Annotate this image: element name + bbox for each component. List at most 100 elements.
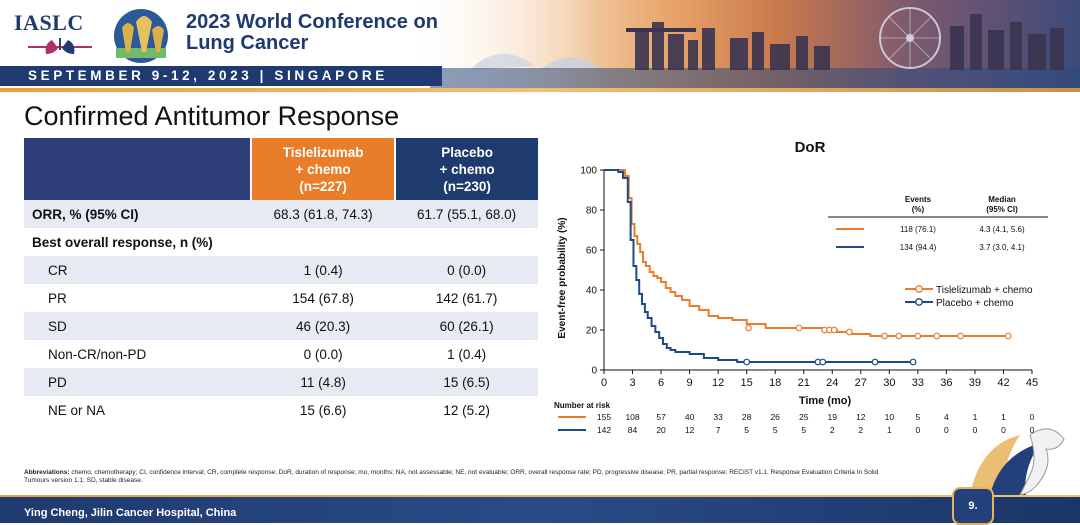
- risk-tis-count: 26: [770, 412, 780, 422]
- risk-tis-count: 57: [656, 412, 666, 422]
- row-pla-value: 15 (6.5): [395, 368, 538, 396]
- merlion-icon: [970, 428, 1065, 496]
- risk-pla-count: 0: [973, 425, 978, 435]
- tis-km-curve: [604, 169, 1009, 337]
- table-row: Non-CR/non-PD 0 (0.0) 1 (0.4): [24, 340, 538, 368]
- risk-tis-count: 40: [685, 412, 695, 422]
- risk-tis-count: 12: [856, 412, 866, 422]
- row-tis-value: 0 (0.0): [250, 340, 396, 368]
- table-row: Best overall response, n (%): [24, 228, 538, 256]
- risk-tis-count: 1: [1001, 412, 1006, 422]
- events-unit: (%): [912, 205, 925, 214]
- abbreviations-label: Abbreviations:: [24, 469, 70, 476]
- tis-censor-mark: [830, 326, 838, 334]
- row-tis-value: [250, 228, 396, 256]
- risk-tis-count: 4: [944, 412, 949, 422]
- risk-pla-count: 5: [773, 425, 778, 435]
- number-at-risk-label: Number at risk: [554, 401, 611, 410]
- events-header: Events: [905, 195, 932, 204]
- row-label: PR: [24, 284, 251, 312]
- x-tick-label: 18: [769, 377, 781, 389]
- tis-censor-mark: [914, 332, 922, 340]
- abbreviations-note: Abbreviations: chemo, chemotherapy; CI, …: [24, 469, 904, 485]
- y-tick-label: 60: [586, 246, 598, 257]
- y-tick-label: 80: [586, 206, 598, 217]
- risk-pla-count: 0: [915, 425, 920, 435]
- y-axis-label: Event-free probability (%): [557, 217, 568, 338]
- tis-censor-mark: [933, 332, 941, 340]
- row-tis-value: 1 (0.4): [250, 256, 396, 284]
- risk-tis-count: 0: [1030, 412, 1035, 422]
- table-row: CR 1 (0.4) 0 (0.0): [24, 256, 538, 284]
- risk-pla-count: 5: [801, 425, 806, 435]
- slide-title: Confirmed Antitumor Response: [24, 101, 400, 131]
- risk-tis-count: 25: [799, 412, 809, 422]
- header-banner: IASLC 2023 World Conference on Lung Canc…: [0, 0, 1080, 88]
- legend-tis-marker: [915, 285, 923, 293]
- row-label: Non-CR/non-PD: [24, 340, 251, 368]
- conference-dates: SEPTEMBER 9-12, 2023 | SINGAPORE: [28, 68, 388, 83]
- row-label: Best overall response, n (%): [24, 228, 251, 256]
- page-number-badge: 9.: [952, 487, 994, 525]
- x-tick-label: 12: [712, 377, 724, 389]
- risk-tis-count: 19: [828, 412, 838, 422]
- table-row: PR 154 (67.8) 142 (61.7): [24, 284, 538, 312]
- row-label: NE or NA: [24, 396, 251, 424]
- x-tick-label: 39: [969, 377, 981, 389]
- y-tick-label: 100: [580, 166, 597, 177]
- singapore-skyline-image: [430, 7, 1080, 88]
- row-tis-value: 68.3 (61.8, 74.3): [250, 200, 396, 228]
- tis-censor-mark: [881, 332, 888, 340]
- risk-pla-count: 20: [656, 425, 666, 435]
- tis-censor-mark: [845, 328, 853, 336]
- table-header-blank: [24, 138, 251, 200]
- risk-tis-count: 1: [973, 412, 978, 422]
- tis-censor-mark: [795, 324, 803, 332]
- risk-pla-count: 0: [1030, 425, 1035, 435]
- pla-censor-mark: [909, 358, 917, 366]
- row-pla-value: 142 (61.7): [395, 284, 538, 312]
- presenter-credit: Ying Cheng, Jilin Cancer Hospital, China: [24, 507, 237, 519]
- risk-pla-count: 12: [685, 425, 695, 435]
- header-tis-line2: + chemo: [295, 161, 351, 177]
- tis-censor-mark: [1004, 332, 1012, 340]
- row-pla-value: [395, 228, 538, 256]
- header-tislelizumab: Tislelizumab + chemo (n=227): [249, 138, 396, 200]
- row-pla-value: 60 (26.1): [395, 312, 538, 340]
- risk-tis-count: 33: [713, 412, 723, 422]
- events-row-tis-median: 4.3 (4.1, 5.6): [979, 225, 1025, 234]
- y-tick-label: 0: [591, 366, 597, 377]
- risk-tis-count: 10: [885, 412, 895, 422]
- row-tis-value: 15 (6.6): [250, 396, 396, 424]
- row-pla-value: 12 (5.2): [395, 396, 538, 424]
- table-header-row: Tislelizumab + chemo (n=227) Placebo + c…: [24, 138, 538, 200]
- row-label: PD: [24, 368, 251, 396]
- x-tick-label: 36: [940, 377, 952, 389]
- dor-km-chart: DoR Event-free probability (%) Time (mo)…: [554, 139, 1048, 435]
- row-pla-value: 0 (0.0): [395, 256, 538, 284]
- row-tis-value: 11 (4.8): [250, 368, 396, 396]
- y-tick-label: 20: [586, 326, 598, 337]
- risk-pla-count: 142: [597, 425, 611, 435]
- x-tick-label: 42: [997, 377, 1009, 389]
- table-row: NE or NA 15 (6.6) 12 (5.2): [24, 396, 538, 424]
- risk-pla-count: 2: [830, 425, 835, 435]
- risk-tis-count: 5: [915, 412, 920, 422]
- pla-km-curve: [604, 169, 914, 363]
- y-tick-label: 40: [586, 286, 598, 297]
- x-tick-label: 21: [798, 377, 810, 389]
- table-row: ORR, % (95% CI) 68.3 (61.8, 74.3) 61.7 (…: [24, 200, 538, 228]
- median-unit: (95% CI): [986, 205, 1018, 214]
- risk-tis-count: 28: [742, 412, 752, 422]
- x-tick-label: 15: [741, 377, 753, 389]
- x-tick-label: 27: [855, 377, 867, 389]
- supertree-logo-icon: [114, 9, 168, 63]
- row-pla-value: 61.7 (55.1, 68.0): [395, 200, 538, 228]
- legend-tis-label: Tislelizumab + chemo: [936, 285, 1033, 296]
- header-divider: [0, 88, 1080, 92]
- x-axis-label: Time (mo): [799, 395, 852, 407]
- risk-pla-count: 5: [744, 425, 749, 435]
- x-tick-label: 6: [658, 377, 664, 389]
- conference-title: 2023 World Conference on Lung Cancer: [186, 11, 438, 54]
- chart-title: DoR: [795, 139, 826, 156]
